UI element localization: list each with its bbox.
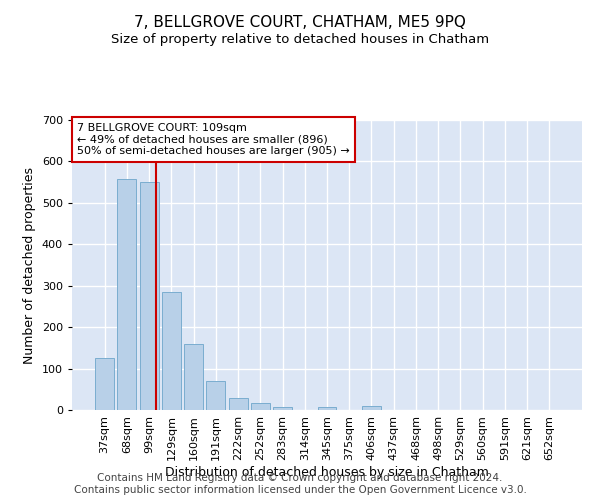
Bar: [95, 358, 114, 410]
Y-axis label: Number of detached properties: Number of detached properties: [23, 166, 36, 364]
Text: 7 BELLGROVE COURT: 109sqm
← 49% of detached houses are smaller (896)
50% of semi: 7 BELLGROVE COURT: 109sqm ← 49% of detac…: [77, 123, 350, 156]
Bar: [140, 182, 158, 410]
Bar: [162, 292, 181, 410]
Bar: [118, 179, 136, 410]
Text: Size of property relative to detached houses in Chatham: Size of property relative to detached ho…: [111, 32, 489, 46]
Bar: [273, 406, 292, 410]
Text: Contains HM Land Registry data © Crown copyright and database right 2024.
Contai: Contains HM Land Registry data © Crown c…: [74, 474, 526, 495]
Bar: [251, 403, 270, 410]
Bar: [362, 406, 381, 410]
Text: 7, BELLGROVE COURT, CHATHAM, ME5 9PQ: 7, BELLGROVE COURT, CHATHAM, ME5 9PQ: [134, 15, 466, 30]
Bar: [229, 398, 248, 410]
Bar: [184, 344, 203, 410]
Bar: [206, 381, 225, 410]
X-axis label: Distribution of detached houses by size in Chatham: Distribution of detached houses by size …: [165, 466, 489, 478]
Bar: [317, 406, 337, 410]
